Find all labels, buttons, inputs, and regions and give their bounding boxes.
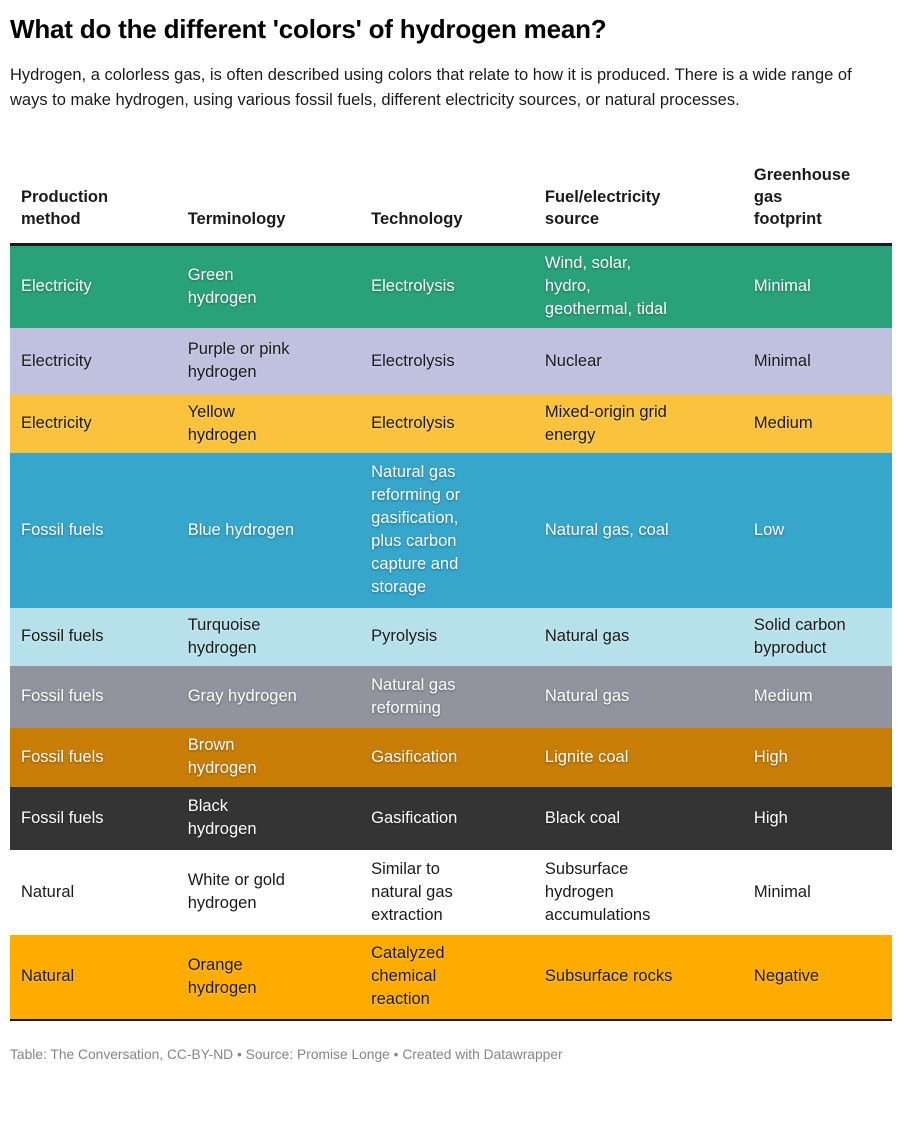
table-cell-production-method: Fossil fuels <box>21 627 104 645</box>
table-cell-production-method: Natural <box>21 882 75 901</box>
table-row: Electricity Purple or pink hydrogen Electr… <box>10 327 892 395</box>
table-row: Fossil fuels Turquoise hydrogen Pyrolysis N… <box>10 607 892 666</box>
hydrogen-table-body: Electricity Green hydrogen Electrolysis Win… <box>10 245 892 1021</box>
table-cell-technology: Electrolysis <box>371 351 455 370</box>
column-header: Production method <box>21 187 109 228</box>
table-cell-technology: Electrolysis <box>371 277 455 295</box>
table-cell-footprint: Medium <box>753 414 813 432</box>
hydrogen-table: Production method Terminology Technology Fu… <box>10 147 892 1021</box>
table-cell-production-method: Natural <box>21 967 75 985</box>
table-cell-fuel-source: Mixed-origin grid energy <box>544 402 667 444</box>
table-row: Electricity Yellow hydrogen Electrolysis Mi… <box>10 394 892 453</box>
table-cell-technology: Catalyzed chemical reaction <box>371 944 445 1008</box>
table-cell-footprint: Low <box>753 520 785 539</box>
table-cell-terminology: Orange hydrogen <box>187 955 257 997</box>
table-cell-footprint: Negative <box>753 967 820 985</box>
table-cell-technology: Natural gas reforming <box>371 675 456 717</box>
table-cell-footprint: Minimal <box>753 351 811 370</box>
table-cell-terminology: Black hydrogen <box>187 797 257 838</box>
hydrogen-colors-infographic: What do the different 'colors' of hydrog… <box>10 14 892 1062</box>
table-cell-terminology: Brown hydrogen <box>187 736 257 777</box>
table-cell-production-method: Fossil fuels <box>21 520 104 539</box>
table-cell-fuel-source: Nuclear <box>544 351 602 370</box>
table-cell-technology: Pyrolysis <box>371 627 438 645</box>
table-cell-terminology: Blue hydrogen <box>187 520 295 539</box>
intro-text: Hydrogen, a colorless gas, is often desc… <box>10 66 852 109</box>
table-cell-footprint: Medium <box>753 687 813 705</box>
table-cell-footprint: Solid carbon byproduct <box>753 615 846 657</box>
table-cell-terminology: Turquoise hydrogen <box>187 615 261 657</box>
table-cell-production-method: Electricity <box>21 414 92 432</box>
table-row: Natural White or gold hydrogen Similar to … <box>10 849 892 935</box>
table-cell-fuel-source: Natural gas <box>544 687 630 705</box>
table-cell-production-method: Electricity <box>21 351 92 370</box>
table-cell-technology: Natural gas reforming or gasification, p… <box>371 463 461 596</box>
table-cell-production-method: Fossil fuels <box>21 747 104 766</box>
hydrogen-table-header: Production method Terminology Technology Fu… <box>10 147 892 246</box>
attribution-footer: Table: The Conversation, CC-BY-ND • Sour… <box>10 1046 563 1062</box>
table-cell-footprint: High <box>753 808 788 827</box>
column-header: Greenhouse gas footprint <box>753 165 851 228</box>
column-header: Technology <box>371 209 463 228</box>
table-cell-fuel-source: Lignite coal <box>544 747 629 766</box>
table-cell-fuel-source: Wind, solar, hydro, geothermal, tidal <box>544 254 667 318</box>
column-header: Fuel/electricity source <box>544 187 661 228</box>
table-cell-terminology: Green hydrogen <box>187 265 257 307</box>
table-row: Fossil fuels Blue hydrogen Natural gas ref… <box>10 452 892 608</box>
table-cell-fuel-source: Subsurface rocks <box>544 967 673 985</box>
table-cell-footprint: Minimal <box>753 277 811 295</box>
table-cell-terminology: Purple or pink hydrogen <box>187 340 290 381</box>
table-cell-production-method: Electricity <box>21 277 92 295</box>
table-cell-production-method: Fossil fuels <box>21 808 104 827</box>
table-cell-technology: Electrolysis <box>371 414 455 432</box>
column-header: Terminology <box>187 209 286 228</box>
table-row: Natural Orange hydrogen Catalyzed chemical… <box>10 934 892 1019</box>
table-row: Fossil fuels Brown hydrogen Gasification Li… <box>10 727 892 787</box>
table-cell-footprint: Minimal <box>753 882 811 901</box>
table-row: Fossil fuels Gray hydrogen Natural gas ref… <box>10 665 892 728</box>
table-cell-technology: Similar to natural gas extraction <box>371 859 453 924</box>
table-cell-fuel-source: Subsurface hydrogen accumulations <box>544 859 651 924</box>
table-cell-fuel-source: Black coal <box>544 808 621 827</box>
table-cell-fuel-source: Natural gas, coal <box>544 520 669 539</box>
page-title: What do the different 'colors' of hydrog… <box>10 14 607 44</box>
table-cell-technology: Gasification <box>371 808 458 827</box>
table-cell-terminology: Yellow hydrogen <box>187 402 257 444</box>
table-cell-fuel-source: Natural gas <box>544 627 630 645</box>
table-cell-terminology: White or gold hydrogen <box>187 871 285 912</box>
table-cell-footprint: High <box>753 747 788 766</box>
table-row: Electricity Green hydrogen Electrolysis Win… <box>10 245 892 328</box>
table-row: Fossil fuels Black hydrogen Gasification Bl… <box>10 786 892 850</box>
table-cell-production-method: Fossil fuels <box>21 687 104 705</box>
table-cell-technology: Gasification <box>371 747 458 766</box>
table-cell-terminology: Gray hydrogen <box>187 687 297 705</box>
